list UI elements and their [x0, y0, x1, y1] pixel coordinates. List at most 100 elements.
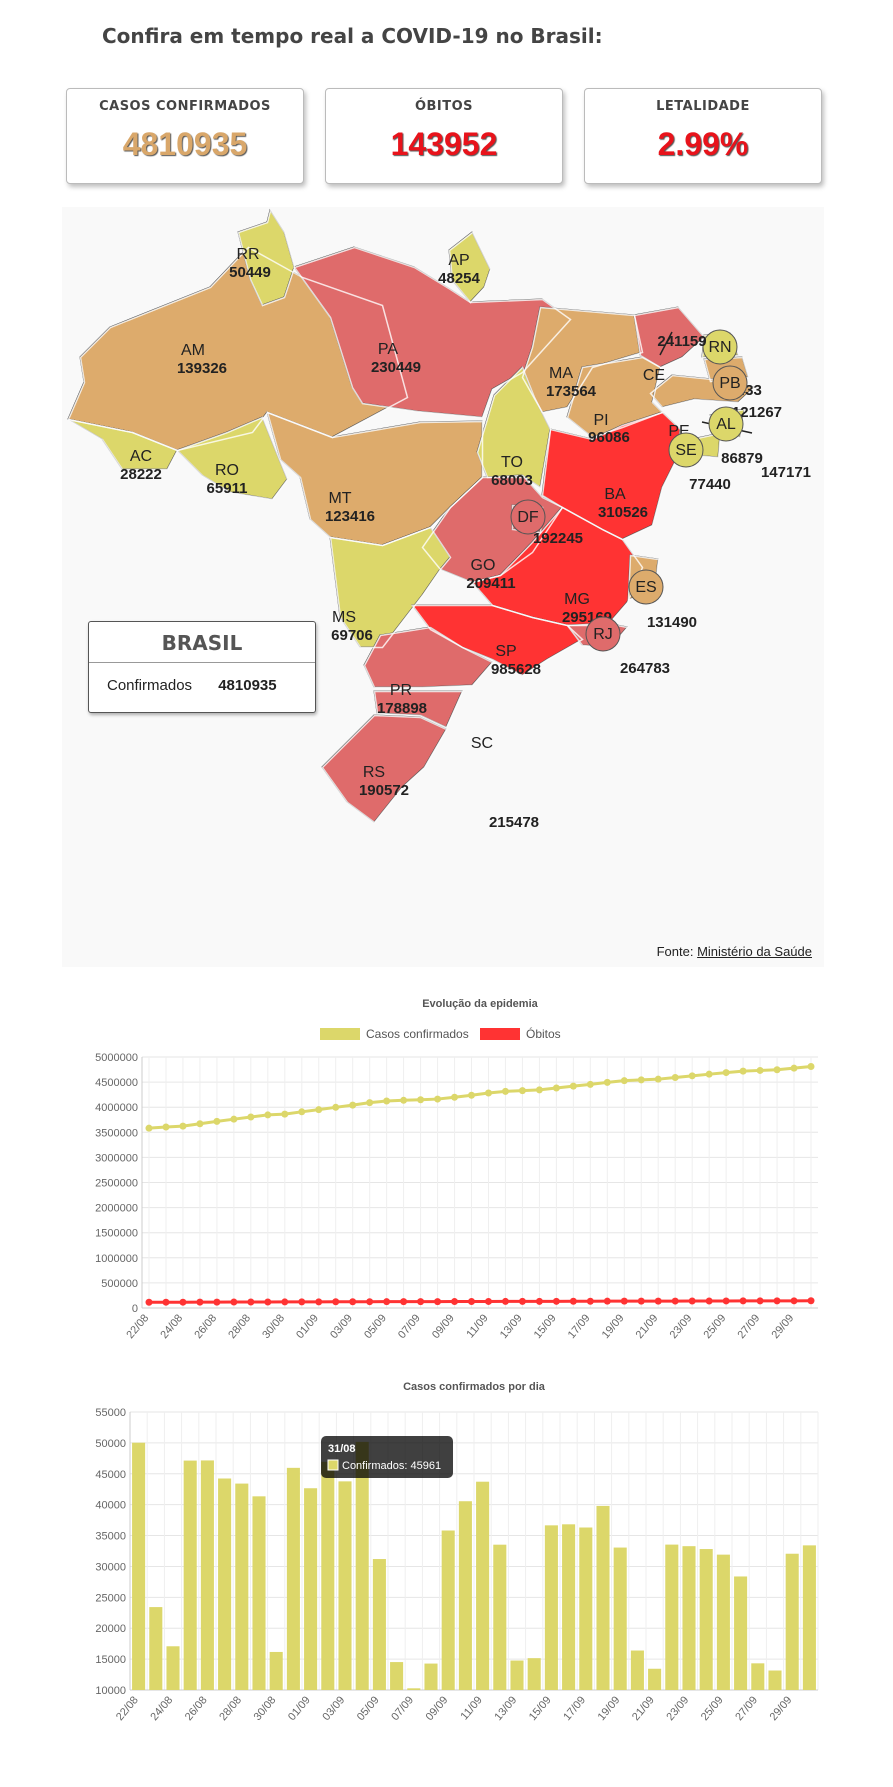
state-marker-es[interactable]: [628, 569, 664, 605]
bar[interactable]: [768, 1670, 782, 1690]
legend-swatch[interactable]: [480, 1028, 520, 1040]
data-point[interactable]: [790, 1064, 798, 1072]
data-point[interactable]: [145, 1298, 153, 1306]
data-point[interactable]: [603, 1297, 611, 1305]
data-point[interactable]: [535, 1086, 543, 1094]
data-point[interactable]: [654, 1297, 662, 1305]
data-point[interactable]: [671, 1297, 679, 1305]
data-point[interactable]: [739, 1297, 747, 1305]
data-point[interactable]: [552, 1084, 560, 1092]
data-point[interactable]: [688, 1072, 696, 1080]
bar[interactable]: [751, 1663, 765, 1690]
data-point[interactable]: [722, 1297, 730, 1305]
bar[interactable]: [802, 1545, 816, 1690]
bar[interactable]: [493, 1544, 507, 1690]
data-point[interactable]: [484, 1297, 492, 1305]
data-point[interactable]: [518, 1297, 526, 1305]
state-marker-pb[interactable]: [712, 365, 748, 401]
bar[interactable]: [665, 1544, 679, 1690]
data-point[interactable]: [620, 1077, 628, 1085]
data-point[interactable]: [586, 1080, 594, 1088]
data-point[interactable]: [213, 1117, 221, 1125]
bar[interactable]: [476, 1481, 490, 1690]
data-point[interactable]: [722, 1069, 730, 1077]
data-point[interactable]: [569, 1297, 577, 1305]
data-point[interactable]: [637, 1297, 645, 1305]
bar[interactable]: [407, 1688, 421, 1690]
data-point[interactable]: [501, 1297, 509, 1305]
state-marker-rj[interactable]: [585, 616, 621, 652]
data-point[interactable]: [264, 1111, 272, 1119]
data-point[interactable]: [366, 1298, 374, 1306]
state-marker-se[interactable]: [668, 432, 704, 468]
data-point[interactable]: [468, 1297, 476, 1305]
bar[interactable]: [338, 1481, 352, 1690]
data-point[interactable]: [264, 1298, 272, 1306]
bar[interactable]: [183, 1460, 197, 1690]
bar[interactable]: [734, 1576, 748, 1690]
data-point[interactable]: [552, 1297, 560, 1305]
data-point[interactable]: [671, 1074, 679, 1082]
data-point[interactable]: [773, 1066, 781, 1074]
data-point[interactable]: [366, 1099, 374, 1107]
bar[interactable]: [304, 1488, 318, 1690]
bar[interactable]: [149, 1607, 163, 1690]
bar[interactable]: [424, 1663, 438, 1690]
bar[interactable]: [200, 1460, 214, 1690]
bar[interactable]: [562, 1524, 576, 1690]
data-point[interactable]: [586, 1297, 594, 1305]
data-point[interactable]: [179, 1122, 187, 1130]
data-point[interactable]: [298, 1298, 306, 1306]
data-point[interactable]: [654, 1075, 662, 1083]
data-point[interactable]: [349, 1101, 357, 1109]
data-point[interactable]: [535, 1297, 543, 1305]
bar[interactable]: [372, 1559, 386, 1690]
bar[interactable]: [579, 1527, 593, 1690]
data-point[interactable]: [705, 1297, 713, 1305]
data-point[interactable]: [145, 1124, 153, 1132]
data-point[interactable]: [739, 1067, 747, 1075]
bar[interactable]: [648, 1668, 662, 1690]
data-point[interactable]: [400, 1096, 408, 1104]
bar[interactable]: [527, 1658, 541, 1690]
data-point[interactable]: [179, 1298, 187, 1306]
data-point[interactable]: [383, 1097, 391, 1105]
bar[interactable]: [166, 1646, 180, 1690]
data-point[interactable]: [501, 1087, 509, 1095]
data-point[interactable]: [756, 1297, 764, 1305]
data-point[interactable]: [298, 1108, 306, 1116]
data-point[interactable]: [332, 1103, 340, 1111]
bar[interactable]: [218, 1478, 232, 1690]
state-marker-df[interactable]: [510, 499, 546, 535]
bar[interactable]: [286, 1467, 300, 1690]
data-point[interactable]: [569, 1082, 577, 1090]
bar[interactable]: [132, 1442, 146, 1690]
data-point[interactable]: [162, 1123, 170, 1131]
data-point[interactable]: [773, 1297, 781, 1305]
bar[interactable]: [699, 1549, 713, 1690]
legend-label[interactable]: Casos confirmados: [366, 1027, 469, 1041]
data-point[interactable]: [315, 1298, 323, 1306]
data-point[interactable]: [247, 1298, 255, 1306]
bar[interactable]: [458, 1501, 472, 1690]
data-point[interactable]: [807, 1062, 815, 1070]
data-point[interactable]: [196, 1298, 204, 1306]
data-point[interactable]: [315, 1106, 323, 1114]
data-point[interactable]: [637, 1076, 645, 1084]
data-point[interactable]: [451, 1093, 459, 1101]
data-point[interactable]: [162, 1298, 170, 1306]
data-point[interactable]: [400, 1298, 408, 1306]
bar[interactable]: [544, 1525, 558, 1690]
data-point[interactable]: [332, 1298, 340, 1306]
source-link[interactable]: Ministério da Saúde: [697, 944, 812, 959]
data-point[interactable]: [417, 1096, 425, 1104]
data-point[interactable]: [468, 1091, 476, 1099]
data-point[interactable]: [705, 1070, 713, 1078]
data-point[interactable]: [281, 1298, 289, 1306]
bar[interactable]: [390, 1662, 404, 1690]
data-point[interactable]: [451, 1298, 459, 1306]
legend-label[interactable]: Óbitos: [526, 1026, 561, 1041]
bar[interactable]: [441, 1530, 455, 1690]
bar[interactable]: [510, 1660, 524, 1690]
data-point[interactable]: [196, 1120, 204, 1128]
